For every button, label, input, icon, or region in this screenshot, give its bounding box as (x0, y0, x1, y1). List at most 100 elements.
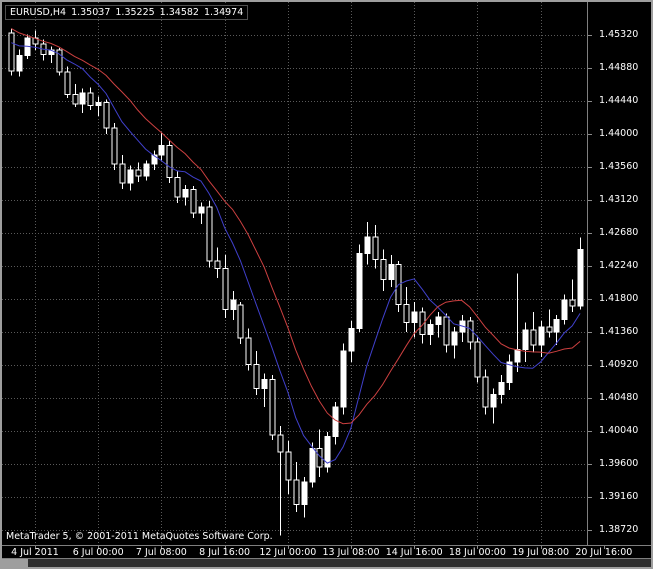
axis-divider-vertical (587, 2, 588, 545)
price-axis-tickmark (588, 365, 592, 366)
candle-body-bull (151, 154, 158, 165)
price-axis-tickmark (588, 200, 592, 201)
candle (64, 66, 71, 98)
candle-body-bull (348, 327, 355, 352)
quote-line: EURUSD,H4 1.35037 1.35225 1.34582 1.3497… (5, 5, 249, 20)
candle-body-bull (324, 435, 331, 468)
time-axis-tickmark (477, 546, 478, 549)
candle-body-bear (253, 363, 260, 389)
candle-body-bear (474, 341, 481, 378)
price-axis-label: 1.41800 (599, 293, 639, 304)
price-axis[interactable]: 1.45320 1.44880 1.44440 1.44000 1.43560 1.431… (588, 2, 651, 544)
candle-body-bear (245, 337, 252, 365)
candle (372, 224, 379, 269)
candle-body-bull (388, 264, 395, 280)
price-axis-label: 1.39160 (599, 491, 639, 502)
candle-body-bear (546, 326, 553, 333)
quote-open: 1.35037 (71, 7, 111, 18)
candle (56, 47, 63, 76)
candle (79, 88, 86, 113)
price-axis-label: 1.44440 (599, 95, 639, 106)
candle-body-bear (569, 299, 576, 307)
price-axis-label: 1.45320 (599, 29, 639, 40)
candle-body-bear (403, 303, 410, 323)
candle-body-bear (237, 304, 244, 339)
candle-body-bear (111, 127, 118, 165)
candle (435, 311, 442, 338)
candle-body-bear (277, 434, 284, 453)
horizontal-scrollbar[interactable] (2, 559, 651, 567)
time-axis-label: 8 Jul 16:00 (199, 547, 251, 558)
time-axis-label: 13 Jul 08:00 (322, 547, 380, 558)
price-chart[interactable] (2, 2, 587, 544)
candle (127, 165, 134, 191)
candle (214, 247, 221, 278)
candle-body-bear (103, 102, 110, 129)
candle (561, 294, 568, 325)
candle-body-bull (309, 447, 316, 483)
axis-divider-horizontal (2, 545, 651, 546)
time-axis-tickmark (604, 546, 605, 549)
candle-body-bear (135, 169, 142, 177)
candle-body-bear (443, 316, 450, 346)
candle (206, 200, 213, 268)
candle (498, 374, 505, 404)
price-axis-tickmark (588, 398, 592, 399)
price-axis-tickmark (588, 35, 592, 36)
candle-body-bull (364, 236, 371, 254)
candle (135, 162, 142, 182)
candle (103, 99, 110, 134)
candle (538, 320, 545, 357)
time-axis-tickmark (541, 546, 542, 549)
price-axis-tickmark (588, 266, 592, 267)
candle (569, 279, 576, 312)
candle-body-bull (522, 329, 529, 350)
candle (8, 28, 15, 76)
time-axis-tickmark (161, 546, 162, 549)
quote-low: 1.34582 (159, 7, 199, 18)
candle-body-bull (561, 299, 568, 320)
candle (48, 46, 55, 63)
chart-canvas[interactable] (2, 2, 587, 544)
candle (553, 314, 560, 345)
price-axis-label: 1.40040 (599, 425, 639, 436)
candle-body-bull (498, 381, 505, 395)
candle-body-bear (206, 206, 213, 262)
candle-body-bear (482, 376, 489, 408)
candle-body-bull (538, 326, 545, 346)
candle (467, 317, 474, 350)
candle (269, 374, 276, 440)
candle-body-bull (230, 299, 237, 310)
quote-high: 1.35225 (115, 7, 155, 18)
candle (530, 311, 537, 353)
candle-body-bear (87, 92, 94, 106)
candle (198, 202, 205, 224)
candle (119, 155, 126, 189)
candle (87, 87, 94, 110)
candle-body-bear (190, 189, 197, 214)
candle-body-bear (380, 258, 387, 280)
price-axis-tickmark (588, 332, 592, 333)
candle-body-bull (301, 481, 308, 505)
scrollbar-thumb[interactable] (2, 559, 28, 567)
candle (143, 160, 150, 181)
time-axis-label: 20 Jul 16:00 (575, 547, 633, 558)
candle-body-bull (158, 144, 165, 156)
candle (332, 401, 339, 445)
candle-body-bull (182, 189, 189, 198)
candle (482, 369, 489, 415)
time-axis-tickmark (35, 546, 36, 549)
time-axis[interactable]: 4 Jul 2011 6 Jul 00:00 7 Jul 08:00 8 Jul 16… (2, 546, 651, 558)
candle (222, 254, 229, 318)
candle (158, 132, 165, 161)
candle-body-bear (285, 451, 292, 481)
price-axis-tickmark (588, 233, 592, 234)
price-axis-label: 1.41360 (599, 326, 639, 337)
candle (277, 425, 284, 536)
candle-body-bear (372, 236, 379, 260)
price-axis-tickmark (588, 134, 592, 135)
price-axis-label: 1.40920 (599, 359, 639, 370)
price-axis-label: 1.44000 (599, 128, 639, 139)
price-axis-tickmark (588, 431, 592, 432)
